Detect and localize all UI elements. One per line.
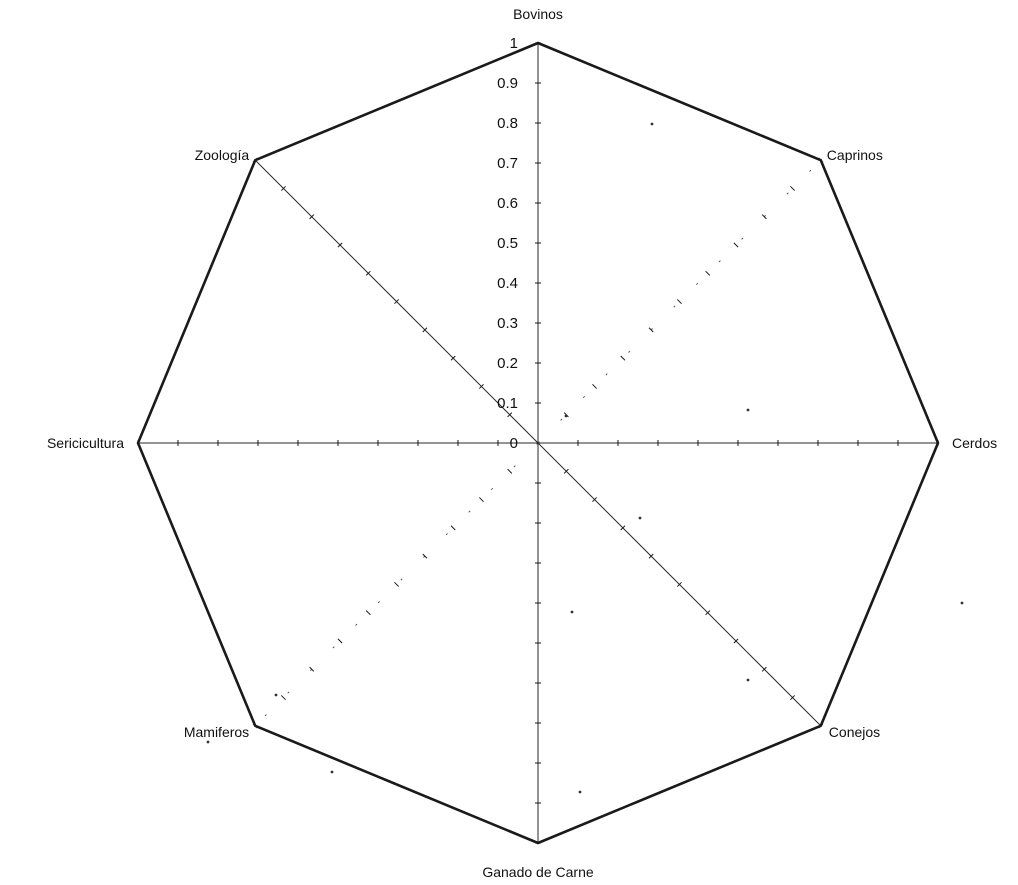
- tick-mark-caprinos: [733, 242, 739, 248]
- tick-mark-zoologia: [365, 270, 371, 276]
- tick-mark-conejos: [563, 468, 569, 474]
- tick-mark-zoologia: [478, 383, 484, 389]
- tick-label: 0.5: [497, 235, 518, 252]
- category-label-cerdos: Cerdos: [952, 435, 997, 451]
- tick-label: 0.6: [497, 195, 518, 212]
- tick-mark-mamiferos: [422, 553, 428, 559]
- tick-mark-conejos: [733, 638, 739, 644]
- tick-mark-conejos: [790, 695, 796, 701]
- tick-label: 0.9: [497, 75, 518, 92]
- series-outline-0: [136, 41, 940, 845]
- category-label-zoologia: Zoología: [195, 147, 250, 163]
- tick-mark-caprinos: [761, 214, 767, 220]
- tick-mark-conejos: [648, 553, 654, 559]
- tick-mark-caprinos: [790, 185, 796, 191]
- tick-mark-mamiferos: [450, 525, 456, 531]
- scan-speck: [746, 408, 750, 412]
- tick-mark-zoologia: [309, 214, 315, 220]
- scan-speck: [570, 610, 574, 614]
- tick-mark-conejos: [676, 581, 682, 587]
- radar-tick-labels: 0 0.1 0.2 0.3 0.4 0.5 0.6 0.7 0.8 0.9 1: [497, 35, 518, 452]
- tick-mark-caprinos: [592, 383, 598, 389]
- scan-speck: [578, 790, 582, 794]
- radar-ticks: [137, 42, 939, 844]
- tick-mark-zoologia: [394, 299, 400, 305]
- scan-speck: [330, 770, 334, 774]
- tick-mark-zoologia: [280, 185, 286, 191]
- tick-mark-mamiferos: [309, 666, 315, 672]
- tick-mark-mamiferos: [507, 468, 513, 474]
- scan-speck: [650, 122, 654, 126]
- radar-category-labels: Bovinos Caprinos Cerdos Conejos Ganado de Ca…: [47, 6, 997, 880]
- category-label-ganado-de-carne: Ganado de Carne: [482, 864, 594, 880]
- tick-mark-mamiferos: [394, 581, 400, 587]
- category-label-caprinos: Caprinos: [827, 147, 883, 163]
- scan-speck: [960, 601, 964, 605]
- scan-speck: [274, 693, 278, 697]
- tick-label: 0.1: [497, 395, 518, 412]
- tick-mark-mamiferos: [478, 497, 484, 503]
- tick-mark-zoologia: [450, 355, 456, 361]
- tick-mark-caprinos: [705, 270, 711, 276]
- tick-label: 1: [510, 35, 518, 52]
- category-label-mamiferos: Mamiferos: [184, 724, 249, 740]
- tick-mark-caprinos: [676, 299, 682, 305]
- tick-label: 0.2: [497, 355, 518, 372]
- tick-mark-conejos: [705, 610, 711, 616]
- tick-label: 0.4: [497, 275, 518, 292]
- scan-specks: [206, 122, 964, 794]
- tick-mark-zoologia: [337, 242, 343, 248]
- tick-mark-zoologia: [507, 412, 513, 418]
- tick-label: 0.7: [497, 155, 518, 172]
- tick-mark-mamiferos: [337, 638, 343, 644]
- category-label-bovinos: Bovinos: [513, 6, 563, 22]
- tick-mark-zoologia: [422, 327, 428, 333]
- category-label-sericicultura: Sericicultura: [47, 435, 124, 451]
- tick-label: 0: [510, 435, 518, 452]
- scan-speck: [746, 678, 750, 682]
- radar-series: [136, 41, 940, 845]
- tick-mark-conejos: [592, 497, 598, 503]
- tick-mark-mamiferos: [365, 610, 371, 616]
- tick-label: 0.8: [497, 115, 518, 132]
- scan-speck: [564, 414, 568, 418]
- tick-mark-caprinos: [620, 355, 626, 361]
- scan-speck: [206, 740, 210, 744]
- tick-mark-mamiferos: [280, 695, 286, 701]
- category-label-conejos: Conejos: [829, 724, 880, 740]
- tick-mark-conejos: [620, 525, 626, 531]
- tick-mark-caprinos: [648, 327, 654, 333]
- tick-mark-conejos: [761, 666, 767, 672]
- scan-speck: [638, 516, 642, 520]
- tick-label: 0.3: [497, 315, 518, 332]
